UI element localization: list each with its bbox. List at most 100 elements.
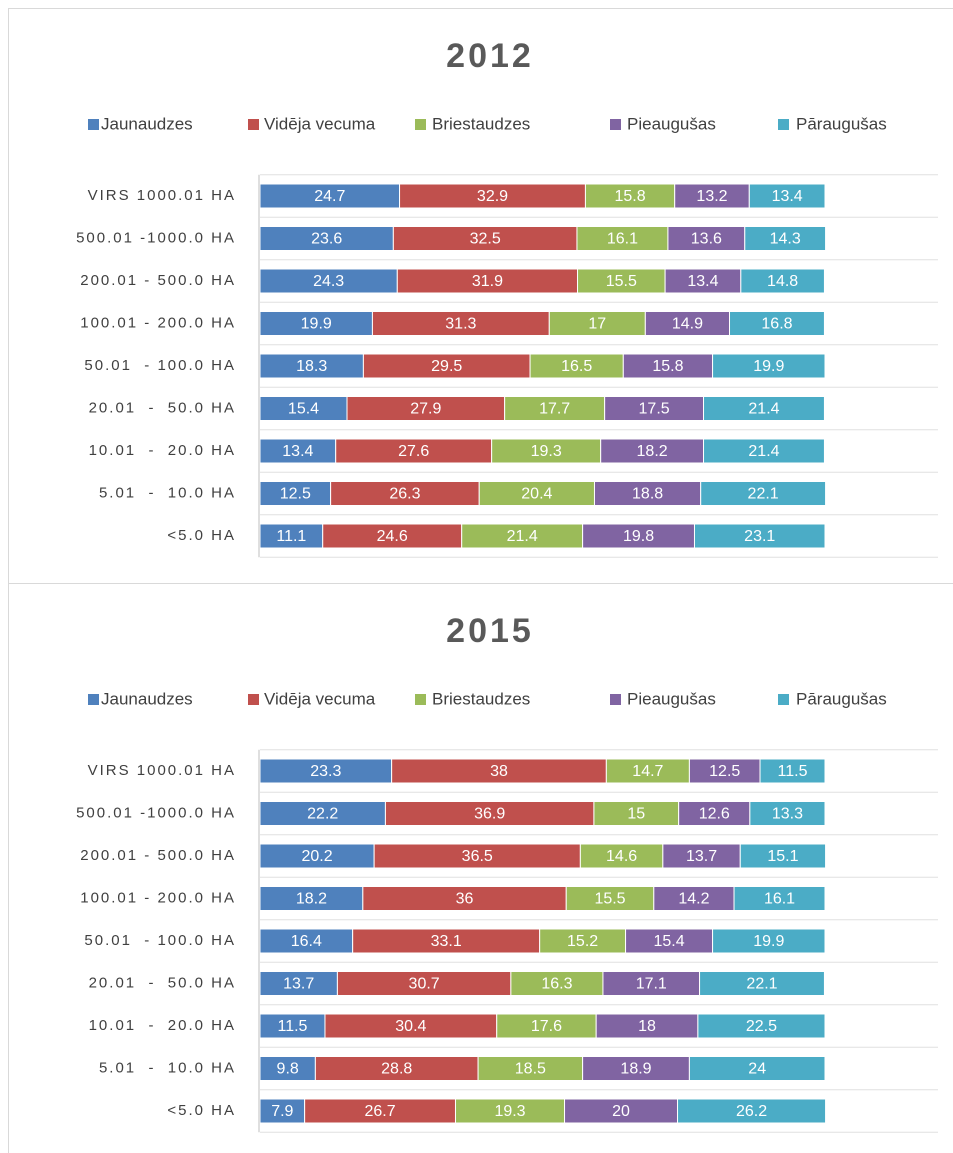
bar-segment [697,1013,826,1039]
bar-segment [259,801,386,826]
data-label: 16.1 [764,891,795,908]
category-label: 10.01 - 20.0 HA [89,1017,236,1034]
legend-label: Briestaudzes [432,689,530,708]
data-label: 18.8 [632,486,663,503]
category-label: 200.01 - 500.0 HA [80,847,236,864]
bar-segment [259,353,364,379]
legend-swatch [778,119,789,130]
bar-segment [729,311,825,336]
bar-segment [703,396,825,421]
bar-segment [371,311,550,336]
category-label: 50.01 - 100.0 HA [84,932,236,949]
data-label: 13.4 [772,188,803,205]
data-label: 13.7 [283,976,314,993]
bar-segment [259,226,394,251]
bar-segment [259,183,401,209]
chart-title: 2012 [446,37,534,75]
legend-label: Pāraugušas [796,689,887,708]
bar-segment [733,886,826,911]
bar-segment [454,1098,566,1124]
data-label: 30.7 [409,976,440,993]
data-label: 20.4 [521,486,552,503]
data-label: 20.2 [301,848,332,865]
data-label: 16.8 [761,316,792,333]
bar-segment [604,396,705,421]
bar-segment [362,886,567,911]
bar-segment [674,183,750,209]
bar-segment [259,1013,326,1039]
data-label: 21.4 [748,401,779,418]
bar-segment [600,438,705,464]
data-label: 22.5 [746,1018,777,1035]
data-label: 32.9 [477,188,508,205]
chart-title: 2015 [446,612,534,650]
bar-segment [529,353,624,379]
legend-label: Jaunaudzes [101,689,193,708]
data-label: 19.9 [753,933,784,950]
data-label: 27.9 [410,401,441,418]
legend-label: Briestaudzes [432,114,530,133]
data-label: 11.1 [276,528,306,545]
data-label: 36.5 [462,848,493,865]
chart-panel [8,583,953,1153]
bar-segment [336,971,512,996]
data-label: 36 [456,891,474,908]
bar-segment [662,843,741,869]
data-label: 20 [612,1103,630,1120]
data-label: 17.1 [636,976,667,993]
legend-swatch [415,694,426,705]
data-label: 13.4 [282,443,313,460]
data-label: 14.2 [678,891,709,908]
bar-segment [259,268,398,294]
bar-segment [749,801,826,826]
bar-segment [461,523,584,549]
data-label: 14.3 [770,231,801,248]
category-label: 5.01 - 10.0 HA [99,1059,236,1076]
data-label: 11.5 [778,763,808,780]
data-label: 14.8 [767,273,798,290]
data-label: 17 [588,316,606,333]
data-label: 24.3 [313,273,344,290]
data-label: 15.5 [594,891,625,908]
data-label: 19.3 [531,443,562,460]
legend-label: Pieaugušas [627,114,716,133]
bar-segment [477,1056,584,1081]
data-label: 23.6 [311,231,342,248]
bar-segment [595,1013,699,1039]
bar-segment [759,758,826,784]
bar-segment [678,801,751,826]
data-label: 15.4 [653,933,684,950]
bar-segment [564,1098,679,1124]
data-label: 9.8 [277,1061,299,1078]
legend-swatch [88,119,99,130]
bar-segment [703,438,825,464]
data-label: 15.2 [567,933,598,950]
data-label: 13.2 [696,188,727,205]
bar-segment [391,758,607,784]
data-label: 28.8 [381,1061,412,1078]
bar-segment [362,353,531,379]
bar-segment [739,843,827,869]
data-label: 18.2 [637,443,668,460]
category-label: <5.0 HA [167,527,236,544]
data-label: 16.5 [561,358,592,375]
data-label: 13.3 [772,806,803,823]
data-label: 36.9 [474,806,505,823]
bar-segment [677,1098,827,1124]
bar-segment [373,843,581,869]
bar-segment [577,268,666,294]
data-label: 23.3 [310,763,341,780]
data-label: 16.3 [541,976,572,993]
category-label: VIRS 1000.01 HA [88,762,236,779]
bar-segment [335,438,493,464]
data-label: 17.6 [531,1018,562,1035]
category-label: 500.01 -1000.0 HA [76,804,236,821]
data-label: 27.6 [398,443,429,460]
category-label: 100.01 - 200.0 HA [80,889,236,906]
data-label: 15.8 [615,188,646,205]
legend-label: Jaunaudzes [101,114,193,133]
bar-segment [324,1013,498,1039]
legend-label: Pieaugušas [627,689,716,708]
data-label: 14.7 [632,763,663,780]
data-label: 13.7 [686,848,717,865]
